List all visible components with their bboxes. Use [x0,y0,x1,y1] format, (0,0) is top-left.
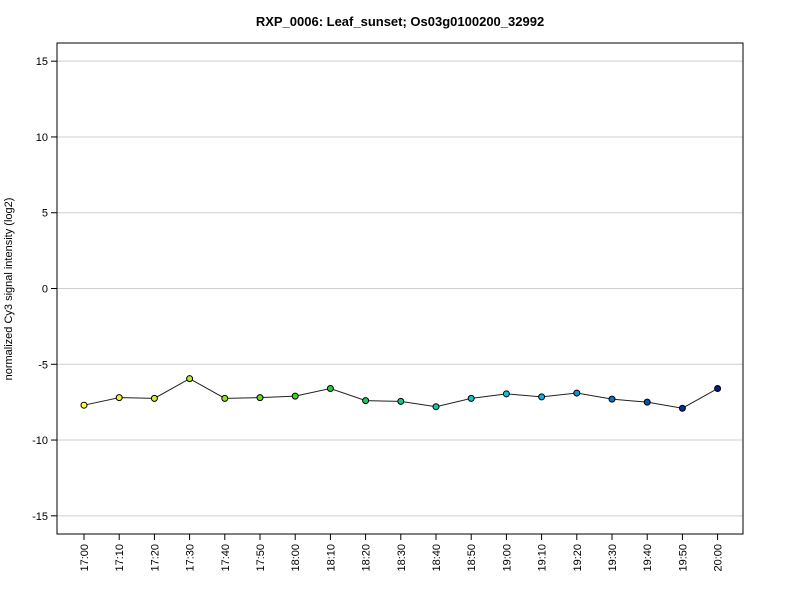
y-axis: -15 -10 -5 0 5 10 15 [32,56,57,523]
y-tick-label: 5 [42,208,48,220]
y-axis-label: normalized Cy3 signal intensity (log2) [3,198,15,381]
data-points [80,375,722,412]
x-tick-label: 20:00 [713,544,725,572]
x-tick-label: 19:20 [572,544,584,572]
y-tick-label: 10 [36,132,48,144]
x-tick-label: 18:50 [466,544,478,572]
x-tick-label: 17:10 [114,544,126,572]
x-tick-label: 19:10 [537,544,549,572]
data-point [115,394,123,402]
x-tick-label: 17:30 [185,544,197,572]
x-tick-label: 18:20 [361,544,373,572]
x-tick-label: 18:10 [325,544,337,572]
data-point [80,401,88,409]
y-tick-label: -10 [32,435,48,447]
chart-title: RXP_0006: Leaf_sunset; Os03g0100200_3299… [256,14,544,29]
data-point [573,389,581,397]
x-tick-label: 17:00 [79,544,91,572]
data-point [221,394,229,402]
data-point [362,397,370,405]
data-point [326,385,334,393]
x-tick-label: 19:30 [607,544,619,572]
x-axis: 17:00 17:10 17:20 17:30 17:40 17:50 18:00 18:10… [79,534,725,572]
y-tick-label: -15 [32,511,48,523]
x-tick-label: 18:00 [290,544,302,572]
data-point [538,393,546,401]
data-point [678,404,686,412]
grid-lines [57,60,743,517]
y-tick-label: 0 [42,284,48,296]
x-tick-label: 17:20 [149,544,161,572]
data-point [397,397,405,405]
y-tick-label: 15 [36,56,48,68]
data-point [608,395,616,403]
data-point [291,392,299,400]
data-point [150,394,158,402]
data-point [643,398,651,406]
x-tick-label: 18:40 [431,544,443,572]
data-point [714,385,722,393]
x-tick-label: 17:50 [255,544,267,572]
x-tick-label: 19:40 [642,544,654,572]
x-tick-label: 19:00 [501,544,513,572]
data-point [432,403,440,411]
data-point [256,394,264,402]
data-point [467,394,475,402]
x-tick-label: 19:50 [677,544,689,572]
x-tick-label: 17:40 [220,544,232,572]
x-tick-label: 18:30 [396,544,408,572]
y-tick-label: -5 [38,359,48,371]
data-point [186,375,194,383]
data-point [502,390,510,398]
